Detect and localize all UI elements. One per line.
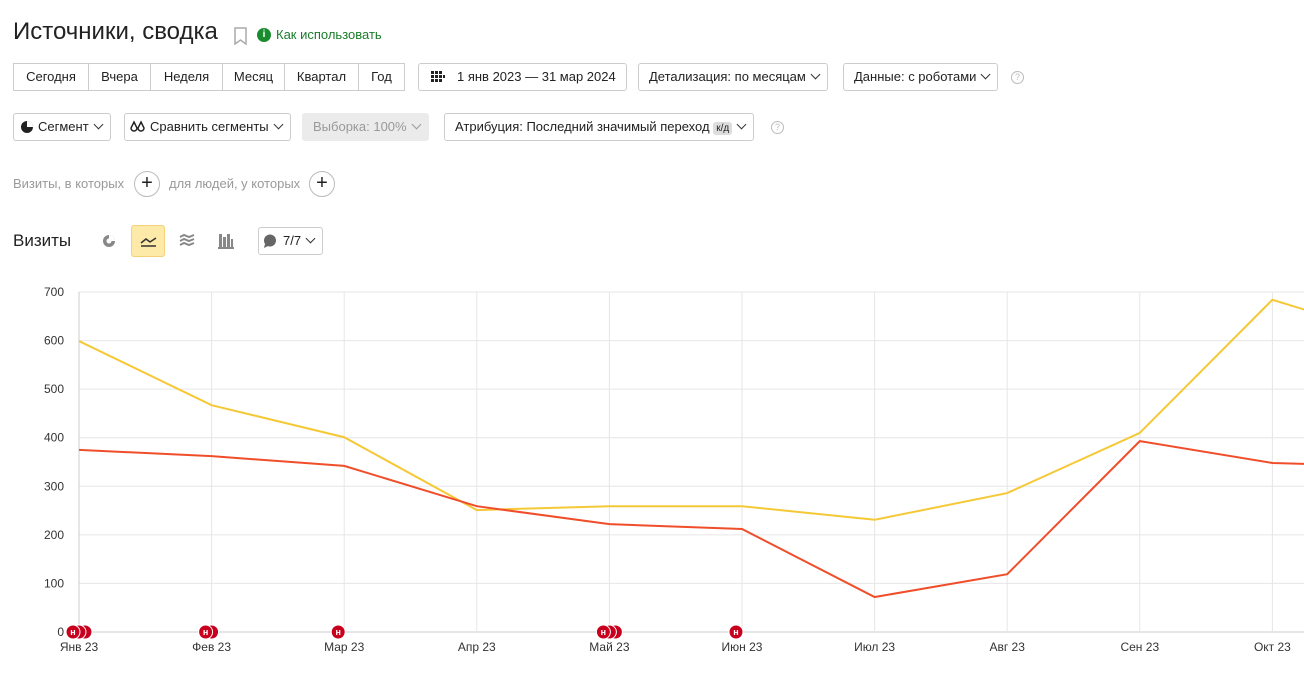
y-tick-label: 400 xyxy=(44,431,64,445)
info-icon: i xyxy=(257,28,271,42)
annotation-label: н xyxy=(733,627,738,637)
pie-chart-toggle[interactable] xyxy=(101,233,117,249)
x-tick-label: Апр 23 xyxy=(458,640,496,654)
date-range[interactable]: 1 янв 2023 — 31 мар 2024 xyxy=(418,63,627,91)
compare-text: Сравнить сегменты xyxy=(150,119,269,134)
x-tick-label: Май 23 xyxy=(589,640,630,654)
help-icon[interactable]: ? xyxy=(771,121,784,134)
area-chart-toggle[interactable] xyxy=(179,233,195,249)
y-tick-label: 0 xyxy=(57,625,64,639)
x-tick-label: Авг 23 xyxy=(989,640,1025,654)
annotation-marker xyxy=(330,624,346,640)
data-text: Данные: с роботами xyxy=(854,69,977,84)
y-tick-label: 700 xyxy=(44,285,64,299)
series-line xyxy=(78,440,1304,599)
x-tick-label: Янв 23 xyxy=(60,640,99,654)
annotation-label: н xyxy=(203,627,208,637)
calendar-icon xyxy=(431,71,445,82)
y-tick-label: 200 xyxy=(44,528,64,542)
series-count: 7/7 xyxy=(283,233,302,248)
y-tick-label: 300 xyxy=(44,479,64,493)
chart: 0 100 200 300 400 500 600 700 Янв 23 Фев 23 Мар 23… xyxy=(44,285,1304,654)
annotation-marker xyxy=(65,624,81,640)
plot xyxy=(78,298,1304,599)
x-tick-label: Окт 23 xyxy=(1254,640,1291,654)
annotation-label: н xyxy=(601,627,606,637)
date-range-text: 1 янв 2023 — 31 мар 2024 xyxy=(457,69,616,84)
annotation-marker xyxy=(595,624,611,640)
bar-chart-toggle[interactable] xyxy=(218,233,234,249)
pie-icon xyxy=(21,121,33,133)
metric-title: Визиты xyxy=(13,231,72,250)
annotation-marker xyxy=(198,624,214,640)
drops-icon xyxy=(130,120,145,132)
period-button[interactable]: Вчера xyxy=(89,63,151,91)
detail-dropdown[interactable]: Детализация: по месяцам xyxy=(638,63,828,91)
period-button[interactable]: Квартал xyxy=(285,63,359,91)
add-people-condition[interactable]: + xyxy=(309,171,335,197)
sample-button: Выборка: 100% xyxy=(302,113,429,141)
compare-button[interactable]: Сравнить сегменты xyxy=(124,113,291,141)
annotation-label: н xyxy=(335,627,340,637)
annotation-marker xyxy=(728,624,744,640)
y-tick-label: 600 xyxy=(44,334,64,348)
sample-text: Выборка: 100% xyxy=(313,119,407,134)
segment-text: Сегмент xyxy=(38,119,89,134)
x-tick-label: Мар 23 xyxy=(324,640,364,654)
attribution-badge: к/д xyxy=(713,122,733,135)
detail-text: Детализация: по месяцам xyxy=(649,69,806,84)
attribution-dropdown[interactable]: Атрибуция: Последний значимый переход к/… xyxy=(444,113,755,141)
attribution-text: Атрибуция: Последний значимый переход xyxy=(455,119,710,134)
page-title: Источники, сводка xyxy=(13,18,218,45)
annotation-label: н xyxy=(70,627,75,637)
period-button[interactable]: Год xyxy=(359,63,405,91)
period-button[interactable]: Неделя xyxy=(151,63,223,91)
bookmark-icon[interactable] xyxy=(234,27,247,45)
comment-icon xyxy=(264,234,276,248)
period-button[interactable]: Сегодня xyxy=(13,63,89,91)
help-icon[interactable]: ? xyxy=(1011,71,1024,84)
help-link[interactable]: Как использовать xyxy=(276,27,382,42)
period-button[interactable]: Месяц xyxy=(223,63,285,91)
line-chart-toggle[interactable] xyxy=(131,225,165,257)
add-visit-condition[interactable]: + xyxy=(134,171,160,197)
x-tick-label: Июл 23 xyxy=(854,640,895,654)
x-tick-label: Сен 23 xyxy=(1120,640,1159,654)
data-dropdown[interactable]: Данные: с роботами xyxy=(843,63,999,91)
x-tick-label: Июн 23 xyxy=(722,640,763,654)
x-tick-label: Фев 23 xyxy=(192,640,231,654)
visits-condition: Визиты, в которых xyxy=(13,176,125,191)
y-tick-label: 500 xyxy=(44,382,64,396)
people-condition: для людей, у которых xyxy=(169,176,301,191)
y-tick-label: 100 xyxy=(44,576,64,590)
series-line xyxy=(78,298,1304,521)
